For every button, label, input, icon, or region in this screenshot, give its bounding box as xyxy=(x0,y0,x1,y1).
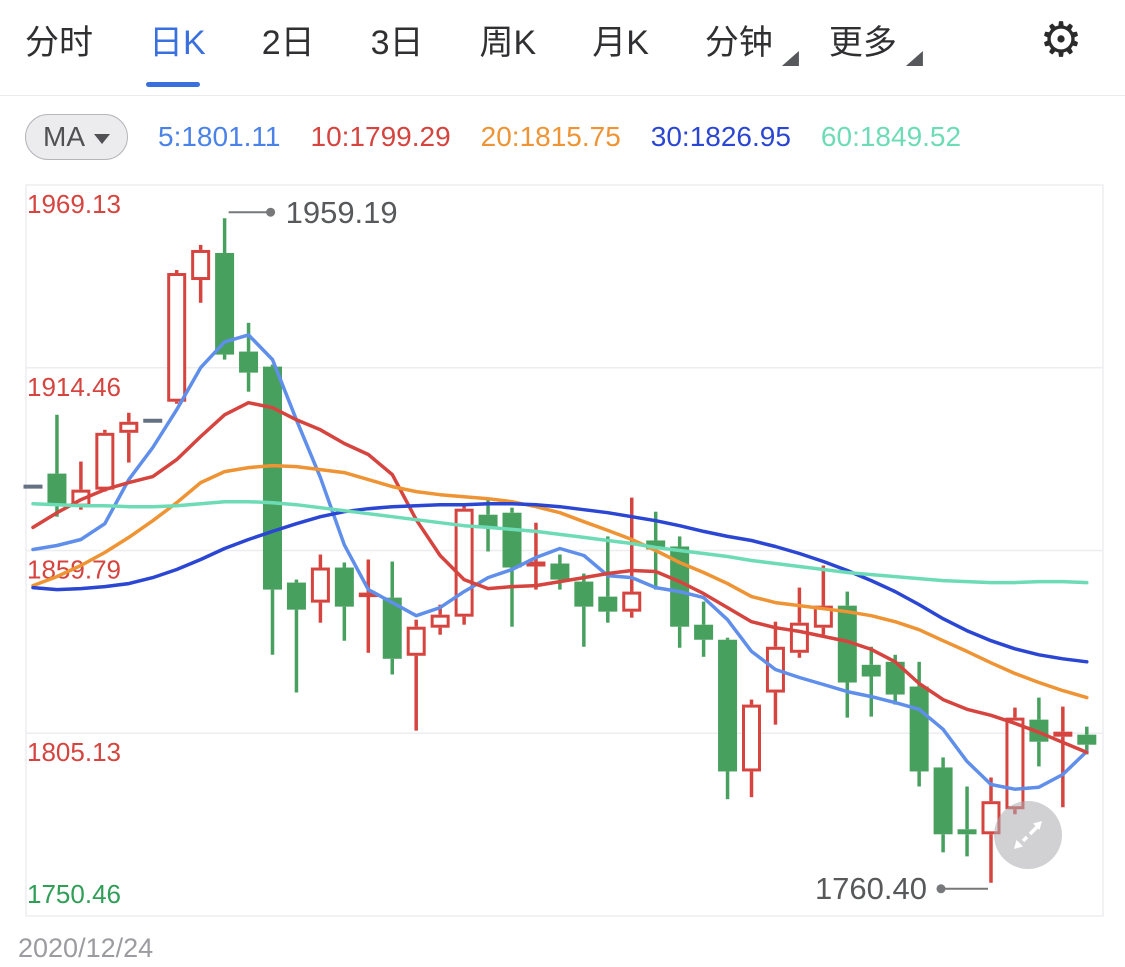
candle-body xyxy=(526,561,546,567)
ma-line-ma60 xyxy=(31,499,1089,585)
candle-body xyxy=(598,596,618,612)
ma30-value: 30:1826.95 xyxy=(650,121,791,152)
candle-body xyxy=(933,767,953,835)
ma10-value: 10:1799.29 xyxy=(310,121,451,152)
ma-indicator-bar: MA 5:1801.11 10:1799.29 20:1815.75 30:18… xyxy=(25,114,961,160)
ma60-value: 60:1849.52 xyxy=(820,121,962,152)
candle-body xyxy=(574,581,594,607)
tab-label: 3日 xyxy=(370,24,424,62)
candle-body xyxy=(694,624,714,640)
candle-body xyxy=(215,252,235,355)
candle-body xyxy=(286,582,306,610)
candle-body xyxy=(861,664,881,677)
candle-body xyxy=(382,597,402,659)
settings-gear-icon[interactable]: ⚙ xyxy=(1039,12,1083,68)
period-tab-bar: 分时 日K 2日 3日 周K 月K 分钟 更多 ⚙ xyxy=(0,0,1125,96)
expand-fullscreen-button[interactable] xyxy=(994,801,1062,869)
tab-2day[interactable]: 2日 xyxy=(262,20,315,66)
ma-selector-button[interactable]: MA xyxy=(25,114,128,160)
candle-body xyxy=(789,622,809,653)
ma-line-ma10 xyxy=(31,400,1089,755)
tab-label: 2日 xyxy=(261,24,315,62)
candle-body xyxy=(430,614,450,628)
ma5-value: 5:1801.11 xyxy=(158,121,281,152)
tab-3day[interactable]: 3日 xyxy=(371,20,424,66)
candle-body xyxy=(239,351,259,373)
tab-monthly-k[interactable]: 月K xyxy=(592,20,649,66)
candle-body xyxy=(167,273,187,402)
candle-body xyxy=(406,626,426,656)
high-annotation: 1959.19 xyxy=(286,195,398,230)
candle-body xyxy=(885,661,905,695)
candle-body xyxy=(502,512,522,568)
tab-label: 月K xyxy=(592,24,649,62)
tab-label: 更多 xyxy=(828,24,897,62)
tab-fenshi[interactable]: 分时 xyxy=(25,20,93,66)
candle-body xyxy=(334,567,354,607)
tab-daily-k[interactable]: 日K xyxy=(146,20,206,87)
candle-body xyxy=(837,605,857,683)
tab-label: 分时 xyxy=(25,24,93,62)
y-axis-label: 1750.46 xyxy=(27,879,121,909)
candle-body xyxy=(1077,734,1097,745)
candle-body xyxy=(191,249,211,281)
candle-body xyxy=(47,473,67,505)
candle-body xyxy=(358,592,378,598)
tab-weekly-k[interactable]: 周K xyxy=(480,20,537,66)
candle-body xyxy=(909,686,929,772)
tab-minutes[interactable]: 分钟 xyxy=(704,20,799,66)
candle-body xyxy=(263,366,282,590)
low-marker-dot xyxy=(936,884,946,894)
ma-line-ma30 xyxy=(31,501,1089,664)
candle-body xyxy=(622,591,642,612)
candle-body xyxy=(646,540,666,550)
dropdown-caret-icon xyxy=(94,133,110,144)
tab-more[interactable]: 更多 xyxy=(828,20,923,66)
candle-body xyxy=(670,546,690,627)
y-axis-label: 1914.46 xyxy=(27,372,121,402)
candle-body xyxy=(310,567,330,603)
candle-body xyxy=(119,421,139,433)
y-axis-label: 1805.13 xyxy=(27,737,121,767)
candle-body xyxy=(1053,731,1073,737)
high-marker-dot xyxy=(266,207,276,217)
tab-label: 分钟 xyxy=(704,24,773,62)
low-annotation: 1760.40 xyxy=(815,871,927,906)
candle-body xyxy=(95,432,115,490)
ma-button-label: MA xyxy=(43,121,85,152)
x-axis-date-label: 2020/12/24 xyxy=(18,933,154,963)
expand-arrows-icon xyxy=(1014,821,1042,849)
candle-body xyxy=(1005,717,1025,810)
ma-line-ma20 xyxy=(31,463,1089,700)
ma20-value: 20:1815.75 xyxy=(480,121,621,152)
y-axis-label: 1969.13 xyxy=(27,189,121,219)
candle-body xyxy=(550,563,570,580)
candle-body xyxy=(742,704,761,772)
tab-label: 日K xyxy=(149,24,206,62)
tab-label: 周K xyxy=(479,24,537,62)
candle-body xyxy=(478,514,498,527)
ma-line-ma5 xyxy=(31,333,1089,791)
candle-body xyxy=(718,639,738,772)
candle-body xyxy=(957,829,977,835)
